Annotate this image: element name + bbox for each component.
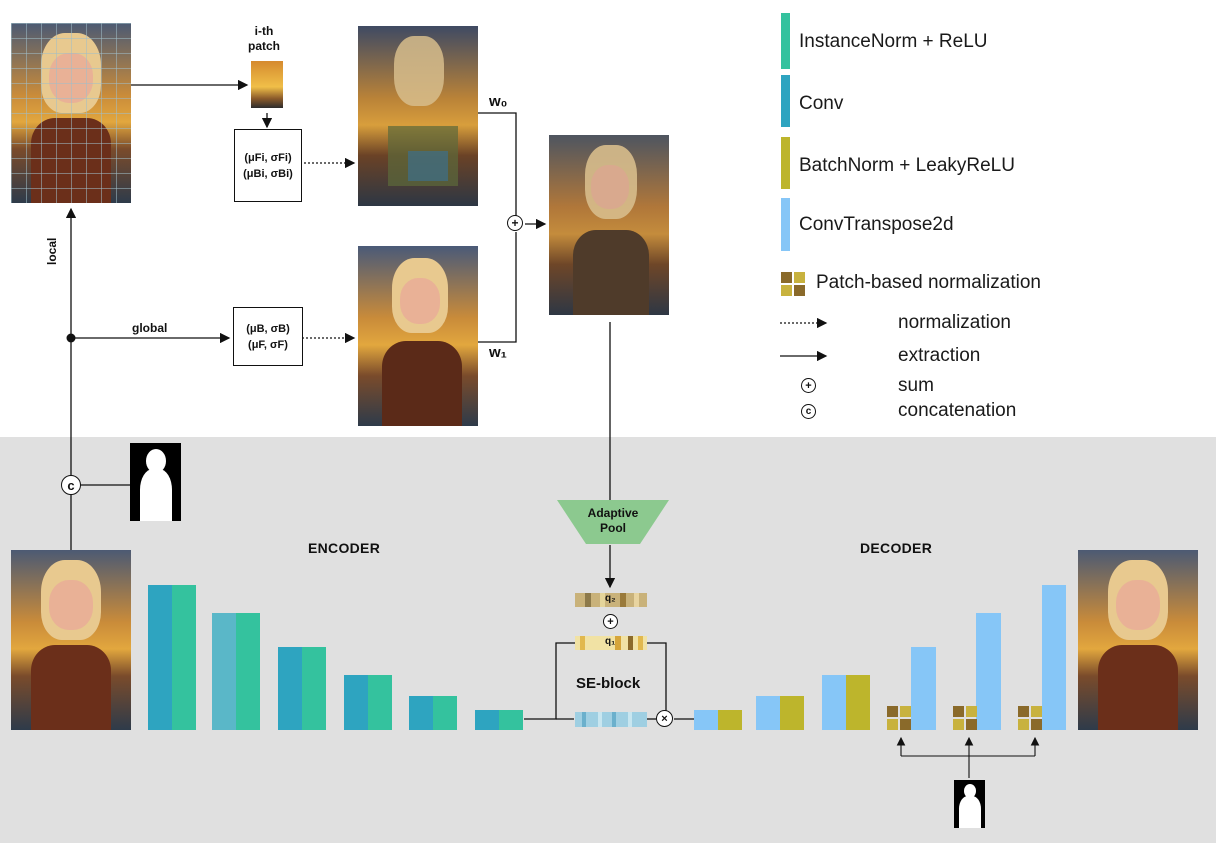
- legend-swatch-instancenorm: [781, 13, 790, 69]
- w0-label: w₀: [489, 93, 508, 110]
- global-stats-box: (μB, σB) (μF, σF): [233, 307, 303, 366]
- se-block-label: SE-block: [576, 675, 641, 692]
- q-sum-symbol: +: [603, 614, 618, 629]
- local-stats-line1: (μFi, σFi): [244, 151, 292, 164]
- adaptive-pool-label: Adaptive Pool: [587, 506, 639, 535]
- legend-label-convtranspose: ConvTranspose2d: [799, 214, 954, 235]
- legend-swatch-convtranspose: [781, 198, 790, 251]
- global-normalized-photo: [358, 246, 478, 426]
- q1-label: q₁: [605, 636, 616, 647]
- decoder-mask-photo: [954, 780, 985, 828]
- mask-photo: [130, 443, 181, 521]
- legend-label-patch: Patch-based normalization: [816, 272, 1041, 293]
- patch-photo: [251, 61, 283, 108]
- global-stats-line1: (μB, σB): [246, 322, 290, 335]
- legend-label-instancenorm: InstanceNorm + ReLU: [799, 31, 988, 52]
- legend-label-conv: Conv: [799, 93, 844, 114]
- legend-swatch-batchnorm: [781, 137, 790, 189]
- local-stats-box: (μFi, σFi) (μBi, σBi): [234, 129, 302, 202]
- output-photo: [1078, 550, 1198, 730]
- global-stats-line2: (μF, σF): [248, 338, 288, 351]
- local-label: local: [45, 237, 59, 265]
- legend-label-sum: sum: [898, 375, 934, 396]
- legend-sum-icon: +: [801, 378, 816, 393]
- global-label: global: [132, 321, 168, 335]
- patch-label: i-th patch: [248, 24, 281, 53]
- sum-symbol: +: [507, 215, 523, 231]
- legend-label-batchnorm: BatchNorm + LeakyReLU: [799, 155, 1015, 176]
- local-normalized-photo: [358, 26, 478, 206]
- encoder-label: ENCODER: [308, 540, 381, 556]
- legend-label-extraction: extraction: [898, 345, 981, 366]
- legend-label-concat: concatenation: [898, 400, 1017, 421]
- input-photo-grid: [11, 23, 131, 203]
- local-stats-line2: (μBi, σBi): [243, 167, 293, 180]
- legend-concat-icon: c: [801, 404, 816, 419]
- w1-label: w₁: [489, 344, 507, 361]
- multiply-symbol: ×: [656, 710, 673, 727]
- q2-label: q₂: [605, 593, 616, 604]
- decoder-label: DECODER: [860, 540, 933, 556]
- blended-photo: [549, 135, 669, 315]
- legend-swatch-conv: [781, 75, 790, 127]
- legend-label-normalization: normalization: [898, 312, 1011, 333]
- encoder-input-photo: [11, 550, 131, 730]
- concat-symbol: c: [61, 475, 81, 495]
